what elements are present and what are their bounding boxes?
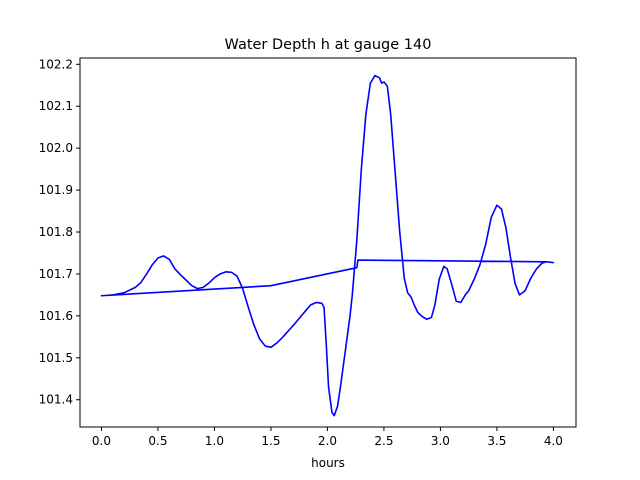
y-axis: 101.4 101.5 101.6 101.7 101.8 101.9 102.0 102.1… [39,57,80,407]
x-axis: 0.0 0.5 1.0 1.5 2.0 2.5 3.0 3.5 4.0 [92,427,563,448]
x-tick-label: 0.5 [148,434,167,448]
y-tick-label: 102.1 [39,99,73,113]
x-tick-label: 2.5 [374,434,393,448]
x-tick-label: 2.0 [318,434,337,448]
x-tick-label: 1.0 [205,434,224,448]
x-tick-label: 3.0 [431,434,450,448]
y-tick-label: 102.0 [39,141,73,155]
x-axis-label: hours [311,456,345,470]
y-tick-label: 101.9 [39,183,73,197]
y-tick-label: 101.4 [39,393,73,407]
x-tick-label: 4.0 [544,434,563,448]
x-tick-label: 3.5 [487,434,506,448]
y-tick-label: 101.6 [39,309,73,323]
y-tick-label: 101.8 [39,225,73,239]
plot-frame [79,57,577,428]
y-tick-label: 101.5 [39,351,73,365]
y-tick-label: 101.7 [39,267,73,281]
series-line [100,74,555,417]
chart-title: Water Depth h at gauge 140 [225,37,432,53]
x-tick-label: 1.5 [261,434,280,448]
plot-area [79,57,577,428]
x-tick-label: 0.0 [92,434,111,448]
y-tick-label: 102.2 [39,57,73,71]
